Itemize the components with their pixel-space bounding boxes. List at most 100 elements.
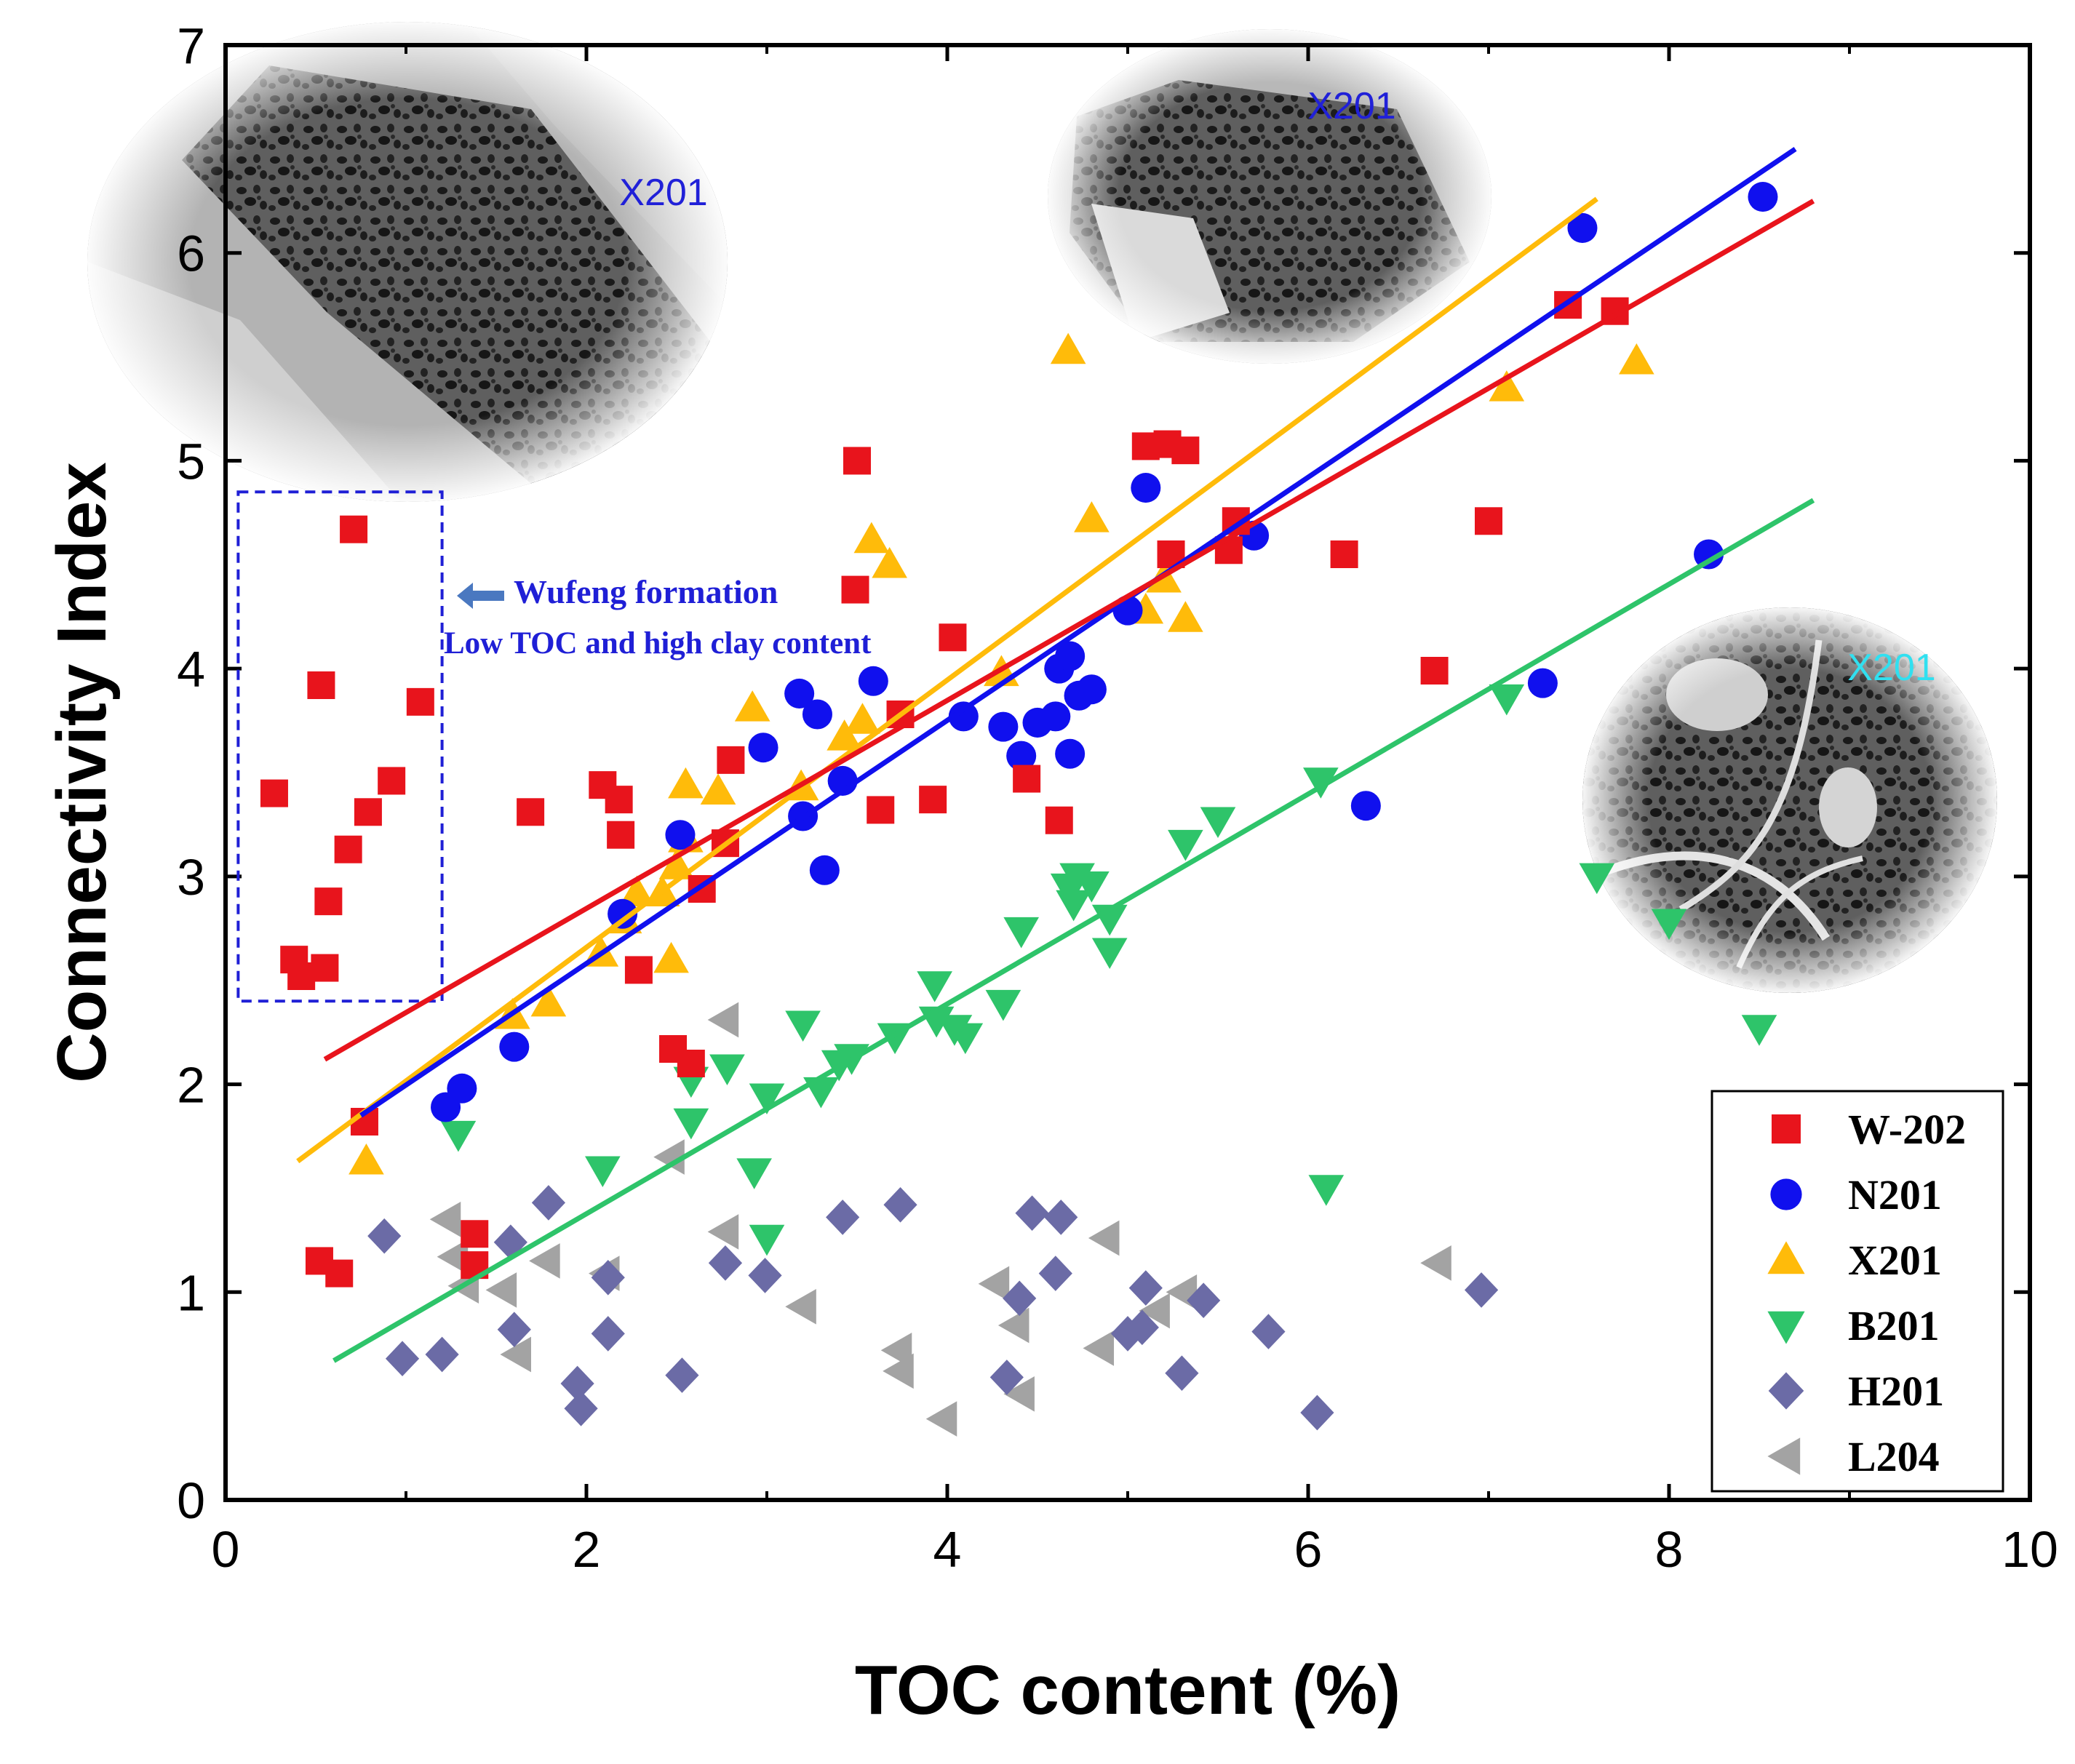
data-point-l204	[485, 1272, 517, 1308]
data-point-b201	[1303, 767, 1339, 799]
data-point-x201	[853, 522, 890, 554]
data-point-b201	[985, 989, 1021, 1021]
y-tick-label: 6	[177, 226, 205, 282]
data-point-x201	[1489, 370, 1525, 402]
legend-marker-h201	[1768, 1372, 1804, 1410]
data-point-h201	[591, 1259, 625, 1296]
wufeng-highlight-box	[236, 490, 444, 1003]
data-point-w-202	[843, 447, 871, 475]
data-point-b201	[1059, 863, 1095, 895]
data-point-h201	[560, 1365, 594, 1402]
data-point-b201	[1168, 829, 1203, 861]
data-point-h201	[1128, 1270, 1163, 1306]
data-point-n201	[948, 701, 979, 732]
data-point-h201	[497, 1312, 531, 1348]
data-point-w-202	[607, 821, 635, 849]
data-point-n201	[1040, 701, 1071, 732]
data-point-b201	[1308, 1175, 1345, 1206]
data-point-w-202	[314, 887, 343, 916]
data-point-h201	[367, 1218, 402, 1254]
data-point-w-202	[334, 835, 362, 863]
data-point-l204	[707, 1002, 739, 1038]
data-point-h201	[748, 1258, 782, 1293]
y-tick-label: 3	[177, 849, 205, 906]
data-point-h201	[425, 1336, 459, 1373]
data-point-l204	[1003, 1376, 1035, 1412]
data-point-w-202	[461, 1220, 489, 1248]
legend: W-202 N201 X201 B201 H201 L204	[1710, 1090, 2004, 1493]
data-point-w-202	[1475, 507, 1502, 535]
data-point-h201	[1125, 1309, 1159, 1346]
data-point-l204	[707, 1214, 739, 1250]
data-point-h201	[1187, 1282, 1221, 1319]
data-point-n201	[1055, 738, 1086, 769]
data-point-b201	[673, 1108, 709, 1140]
legend-label: H201	[1848, 1368, 1944, 1415]
legend-label: L204	[1848, 1433, 1940, 1480]
data-point-l204	[529, 1243, 560, 1279]
data-point-b201	[709, 1054, 745, 1086]
data-point-w-202	[325, 1259, 354, 1288]
data-point-w-202	[517, 798, 545, 826]
data-point-w-202	[841, 575, 869, 604]
data-point-x201	[827, 719, 862, 751]
data-point-n201	[809, 855, 840, 885]
data-point-x201	[619, 875, 655, 906]
data-point-h201	[591, 1316, 625, 1352]
inset-label: X201	[1847, 647, 1935, 689]
fit-line-n201	[359, 146, 1797, 1118]
data-point-w-202	[311, 954, 339, 982]
legend-marker-x201	[1767, 1241, 1805, 1274]
data-point-l204	[997, 1307, 1029, 1344]
data-point-h201	[385, 1341, 420, 1377]
inset-label: X201	[1307, 85, 1395, 127]
data-point-x201	[845, 703, 880, 734]
data-point-b201	[917, 971, 952, 1002]
data-point-h201	[531, 1185, 566, 1221]
data-point-x201	[734, 690, 770, 722]
data-point-b201	[585, 1156, 621, 1188]
data-point-w-202	[307, 671, 335, 699]
fit-line-w-202	[323, 199, 1815, 1062]
data-point-n201	[1694, 539, 1724, 570]
data-point-n201	[499, 1031, 530, 1062]
data-point-n201	[447, 1073, 477, 1104]
data-point-h201	[1044, 1200, 1078, 1235]
data-point-w-202	[1045, 806, 1073, 834]
data-point-b201	[1200, 807, 1236, 839]
y-tick-label: 5	[177, 433, 205, 490]
data-point-n201	[1055, 641, 1086, 671]
legend-marker-w-202	[1772, 1114, 1801, 1144]
data-point-w-202	[1420, 657, 1449, 685]
arrow-icon	[457, 583, 504, 609]
x-tick-label: 10	[2002, 1521, 2058, 1578]
data-point-x201	[1619, 343, 1654, 375]
fit-line-b201	[332, 498, 1815, 1363]
sem-inset-image: X201	[1048, 29, 1491, 364]
data-point-b201	[1074, 871, 1110, 903]
data-point-w-202	[287, 962, 316, 990]
data-point-n201	[784, 678, 815, 709]
data-point-l204	[500, 1336, 531, 1373]
data-point-b201	[785, 1010, 821, 1042]
data-point-x201	[530, 985, 567, 1017]
data-point-n201	[1076, 674, 1107, 705]
data-point-b201	[749, 1083, 785, 1115]
data-point-b201	[749, 1224, 785, 1256]
data-point-n201	[802, 699, 832, 730]
data-point-n201	[1131, 473, 1161, 503]
data-point-b201	[1003, 917, 1039, 949]
data-point-l204	[437, 1239, 469, 1275]
data-point-n201	[1748, 182, 1778, 212]
data-point-b201	[1651, 909, 1687, 941]
data-point-h201	[564, 1390, 598, 1426]
data-point-w-202	[939, 623, 967, 652]
data-point-x201	[1074, 501, 1110, 532]
data-point-h201	[1165, 1355, 1199, 1392]
data-point-b201	[440, 1120, 477, 1152]
x-tick-label: 0	[212, 1521, 240, 1578]
data-point-b201	[1091, 938, 1128, 970]
data-point-w-202	[1171, 436, 1200, 465]
data-point-n201	[608, 898, 638, 929]
